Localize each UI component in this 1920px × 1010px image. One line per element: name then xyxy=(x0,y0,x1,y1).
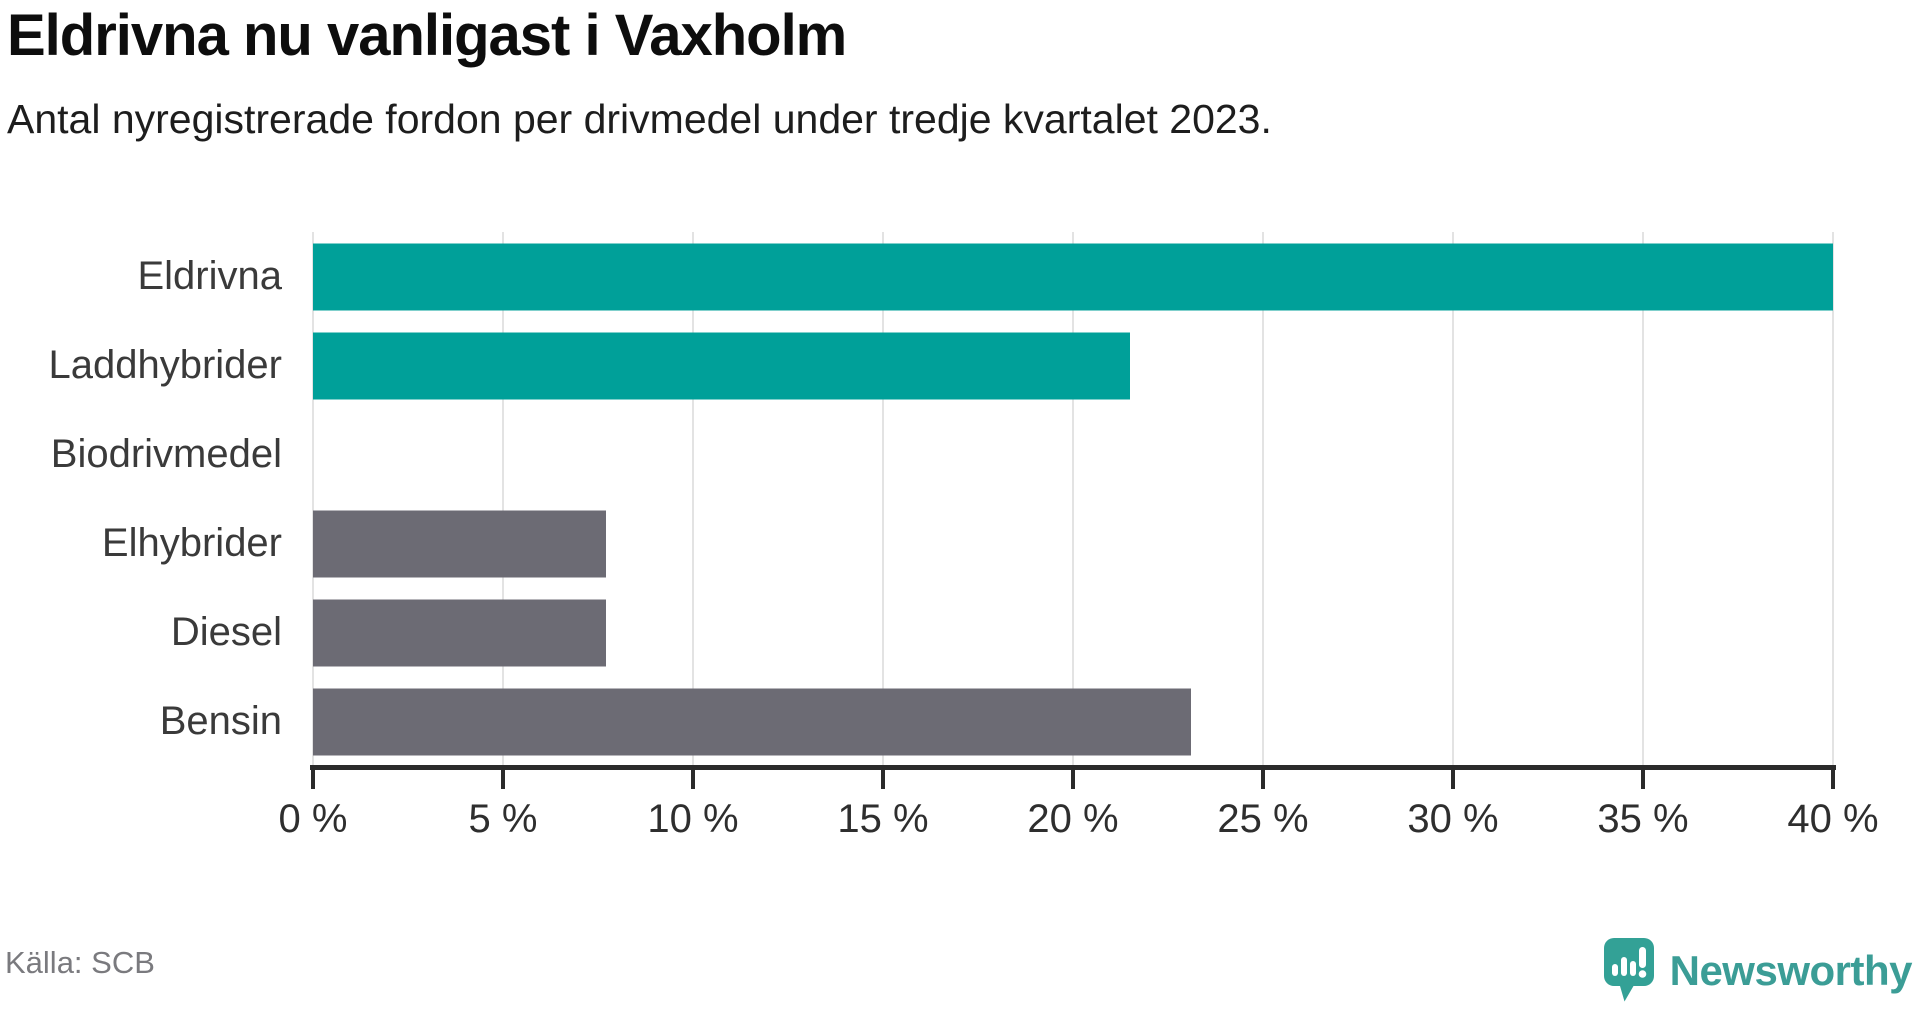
bar-laddhybrider xyxy=(313,332,1130,399)
category-label-biodrivmedel: Biodrivmedel xyxy=(50,432,282,476)
x-tick-15 xyxy=(881,770,885,789)
x-tick-label-40: 40 % xyxy=(1787,797,1879,841)
bar-elhybrider xyxy=(313,510,606,577)
source-label: Källa: SCB xyxy=(5,945,155,980)
bar-diesel xyxy=(313,599,606,666)
category-label-bensin: Bensin xyxy=(159,699,282,743)
category-label-diesel: Diesel xyxy=(170,610,282,654)
x-axis: 0 % 5 % 10 % 15 % 20 % 25 % 30 % 35 % 40 % xyxy=(279,770,1879,841)
x-tick-label-25: 25 % xyxy=(1217,797,1309,841)
chart-title: Eldrivna nu vanligast i Vaxholm xyxy=(7,3,847,68)
category-label-eldrivna: Eldrivna xyxy=(137,254,282,298)
x-tick-label-30: 30 % xyxy=(1407,797,1499,841)
bar-row-bensin xyxy=(313,677,1833,766)
plot-area xyxy=(312,232,1834,766)
x-tick-30 xyxy=(1451,770,1455,789)
brand-lockup: Newsworthy xyxy=(1603,938,1913,1004)
category-axis-labels: Eldrivna Laddhybrider Biodrivmedel Elhybrid… xyxy=(0,232,283,766)
x-tick-10 xyxy=(691,770,695,789)
x-tick-25 xyxy=(1261,770,1265,789)
chart-subtitle: Antal nyregistrerade fordon per drivmede… xyxy=(7,96,1272,142)
gridline-15 xyxy=(882,232,884,766)
x-tick-35 xyxy=(1641,770,1645,789)
gridline-0 xyxy=(312,232,314,766)
bar-row-elhybrider xyxy=(313,499,1833,588)
bar-row-eldrivna xyxy=(313,232,1833,321)
x-tick-label-20: 20 % xyxy=(1027,797,1119,841)
x-tick-40 xyxy=(1831,770,1835,789)
x-axis-line xyxy=(310,765,1836,770)
brand-name: Newsworthy xyxy=(1669,947,1913,994)
bar-row-diesel xyxy=(313,588,1833,677)
category-label-elhybrider: Elhybrider xyxy=(101,521,282,565)
x-tick-20 xyxy=(1071,770,1075,789)
category-label-laddhybrider: Laddhybrider xyxy=(48,343,283,387)
bar-row-laddhybrider xyxy=(313,321,1833,410)
gridline-5 xyxy=(502,232,504,766)
x-tick-label-0: 0 % xyxy=(278,797,348,841)
x-tick-5 xyxy=(501,770,505,789)
x-tick-label-35: 35 % xyxy=(1597,797,1689,841)
bar-bensin xyxy=(313,688,1191,755)
x-tick-label-10: 10 % xyxy=(647,797,739,841)
x-tick-label-15: 15 % xyxy=(837,797,929,841)
gridline-10 xyxy=(692,232,694,766)
gridline-40 xyxy=(1832,232,1834,766)
bar-rows xyxy=(313,232,1833,766)
bar-eldrivna xyxy=(313,243,1833,310)
x-tick-0 xyxy=(311,770,315,789)
gridline-35 xyxy=(1642,232,1644,766)
gridline-25 xyxy=(1262,232,1264,766)
gridline-20 xyxy=(1072,232,1074,766)
gridline-30 xyxy=(1452,232,1454,766)
bar-row-biodrivmedel xyxy=(313,410,1833,499)
x-tick-label-5: 5 % xyxy=(468,797,538,841)
newsworthy-logo-icon xyxy=(1603,938,1654,1002)
